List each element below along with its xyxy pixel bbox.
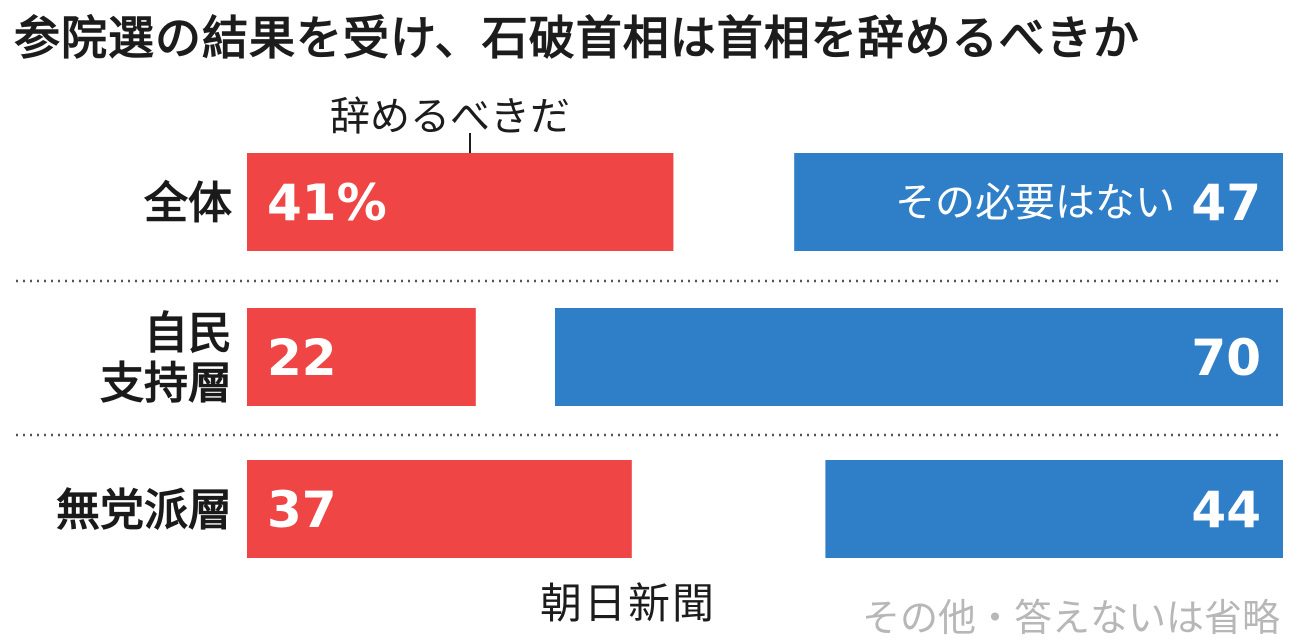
bar-resign-2: [247, 460, 632, 558]
bar-resign-1: [247, 308, 476, 406]
value-label-resign-0: 41%: [267, 174, 387, 232]
category-label-0: 全体: [143, 178, 232, 229]
category-label-1: 自民支持層: [100, 308, 232, 409]
series-label-resign: 辞めるべきだ: [330, 94, 570, 140]
source-label: 朝日新聞: [540, 579, 717, 628]
bar-no-need-2: [825, 460, 1283, 558]
series-label-resign-tick: [469, 133, 471, 159]
chart-title: 参院選の結果を受け、石破首相は首相を辞めるべきか: [14, 11, 1140, 65]
value-label-no-need-0: 47: [1191, 174, 1261, 232]
value-label-resign-2: 37: [267, 481, 337, 539]
bar-resign-0: [247, 153, 674, 251]
value-label-no-need-2: 44: [1191, 481, 1261, 539]
series-label-no-need: その必要はない: [895, 180, 1175, 226]
category-label-2: 無党派層: [56, 485, 232, 536]
bar-no-need-1: [555, 308, 1283, 406]
value-label-resign-1: 22: [267, 329, 337, 387]
value-label-no-need-1: 70: [1191, 329, 1261, 387]
footnote: その他・答えないは省略: [861, 596, 1280, 640]
bar-no-need-0: [794, 153, 1283, 251]
